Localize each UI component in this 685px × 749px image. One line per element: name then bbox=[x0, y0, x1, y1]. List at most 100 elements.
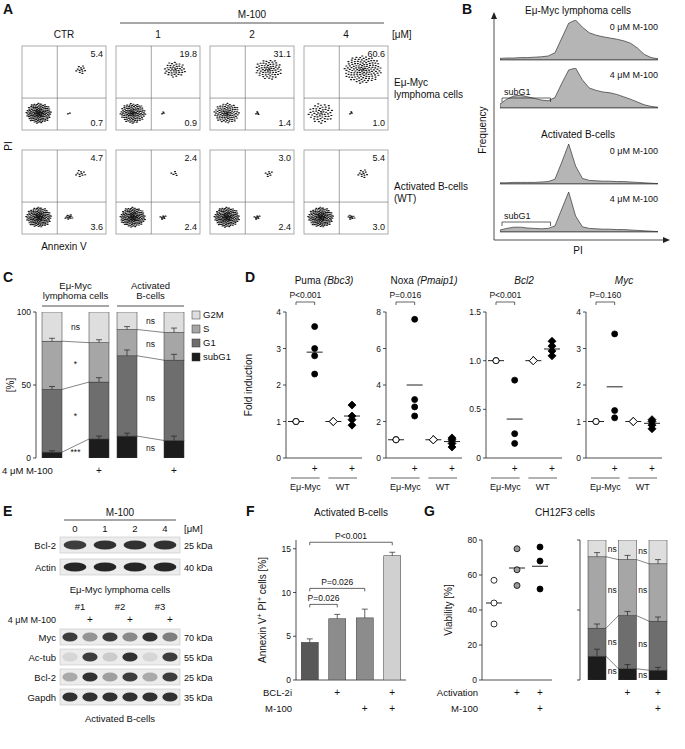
axis-arrow bbox=[491, 12, 497, 19]
comparison-bracket bbox=[337, 604, 338, 607]
late-apoptotic-cells bbox=[265, 172, 272, 177]
row-label: lymphoma cells bbox=[394, 89, 463, 100]
bar-segment bbox=[588, 540, 606, 557]
group-bracket bbox=[491, 478, 520, 479]
panel-letter: F bbox=[246, 503, 255, 519]
quadrant-value: 1.4 bbox=[278, 118, 291, 128]
band bbox=[142, 693, 157, 702]
early-apoptotic-cells bbox=[67, 113, 70, 115]
plot-area bbox=[42, 312, 184, 458]
axis-arrow bbox=[663, 237, 670, 243]
y-axis-label: Fold induction bbox=[243, 354, 254, 416]
connector bbox=[606, 557, 619, 560]
connector bbox=[137, 356, 164, 360]
y-tick bbox=[479, 610, 482, 611]
y-tick bbox=[383, 458, 386, 459]
category-label: + bbox=[625, 687, 631, 698]
live-cells bbox=[214, 207, 240, 227]
live-cells bbox=[308, 104, 332, 123]
quadrant-line bbox=[151, 150, 152, 234]
band bbox=[82, 653, 97, 662]
point bbox=[529, 357, 537, 365]
trace-label: 0 μM M-100 bbox=[610, 22, 658, 32]
y-axis-label: Frequency bbox=[477, 106, 488, 153]
error-bar bbox=[392, 552, 393, 556]
comparison-bracket bbox=[310, 588, 365, 589]
row-label: Eμ-Myc bbox=[394, 77, 428, 88]
band bbox=[62, 673, 77, 682]
error-cap bbox=[171, 436, 177, 437]
bar-segment bbox=[89, 439, 109, 458]
y-tick bbox=[483, 409, 486, 410]
p-value: P<0.001 bbox=[289, 290, 321, 300]
y-tick-label: 0 bbox=[286, 675, 291, 685]
p-value: P=0.026 bbox=[321, 577, 353, 587]
y-tick bbox=[577, 540, 580, 541]
y-tick-label: 4 bbox=[276, 307, 281, 317]
significance: ns bbox=[608, 666, 617, 676]
y-axis bbox=[296, 540, 297, 680]
panel-letter: E bbox=[3, 503, 12, 519]
error-bar bbox=[52, 338, 53, 341]
group-bracket bbox=[120, 23, 384, 24]
gate-bracket bbox=[550, 98, 551, 102]
row-label: (WT) bbox=[394, 193, 416, 204]
mean-line bbox=[507, 419, 523, 420]
error-cap bbox=[625, 555, 631, 556]
caption: Eμ-Myc lymphoma cells bbox=[70, 584, 171, 595]
column-label: 4 bbox=[343, 29, 349, 40]
group-label: Eμ-Myc bbox=[290, 482, 321, 492]
error-bar bbox=[597, 649, 598, 656]
error-cap bbox=[655, 559, 661, 560]
lane-label: 2 bbox=[132, 523, 137, 534]
gate-bracket bbox=[550, 222, 551, 226]
y-tick bbox=[293, 548, 296, 549]
connector bbox=[637, 616, 650, 622]
p-bracket bbox=[396, 302, 397, 305]
point bbox=[312, 353, 318, 359]
live-cells bbox=[308, 207, 334, 227]
point bbox=[629, 418, 637, 426]
band bbox=[82, 633, 97, 642]
point bbox=[514, 583, 520, 589]
point bbox=[348, 401, 356, 409]
plot-frame bbox=[22, 46, 106, 130]
legend-swatch bbox=[192, 353, 200, 361]
protein-label: Bcl-2 bbox=[34, 540, 56, 551]
plot-area bbox=[288, 324, 360, 430]
bar-segment bbox=[649, 621, 667, 670]
y-tick bbox=[583, 312, 586, 313]
group-label: WT bbox=[536, 482, 550, 492]
group-bracket bbox=[291, 478, 320, 479]
y-tick-label: 2 bbox=[276, 380, 281, 390]
error-cap bbox=[49, 386, 55, 387]
x-axis bbox=[482, 680, 552, 681]
category-label: + bbox=[449, 463, 455, 474]
error-bar bbox=[364, 609, 365, 618]
plot-title: Bcl2 bbox=[514, 275, 534, 286]
band bbox=[62, 653, 77, 662]
error-bar bbox=[99, 436, 100, 439]
panel-letter: D bbox=[245, 269, 255, 285]
y-tick-label: 4 bbox=[576, 307, 581, 317]
column-label: CTR bbox=[54, 29, 75, 40]
live-cells bbox=[26, 207, 52, 227]
quadrant-value: 31.1 bbox=[273, 49, 291, 59]
group-bracket bbox=[591, 478, 620, 479]
quadrant-value: 3.0 bbox=[372, 222, 385, 232]
significance: *** bbox=[71, 447, 82, 457]
quadrant-value: 2.4 bbox=[278, 222, 291, 232]
late-apoptotic-cells bbox=[164, 62, 185, 77]
y-tick-label: 2 bbox=[576, 380, 581, 390]
histogram-trace bbox=[500, 68, 658, 108]
x-axis bbox=[286, 458, 362, 459]
early-apoptotic-cells bbox=[162, 112, 165, 114]
y-tick-label: 3 bbox=[576, 344, 581, 354]
y-tick-label: 3 bbox=[276, 344, 281, 354]
lane-label: + bbox=[87, 614, 93, 625]
row-label: M-100 bbox=[451, 703, 478, 714]
text-part: cells [%] bbox=[257, 557, 268, 597]
y-tick-label: 4 bbox=[376, 380, 381, 390]
histogram-trace bbox=[500, 20, 658, 60]
band bbox=[162, 673, 177, 682]
